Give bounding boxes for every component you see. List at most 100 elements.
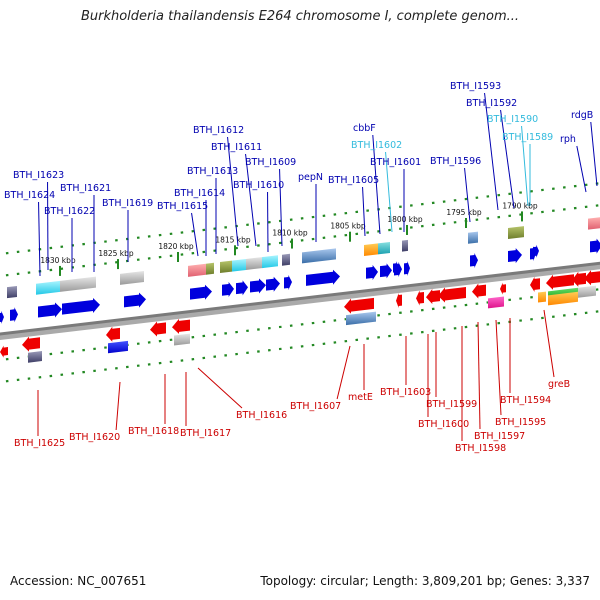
- forward-gene[interactable]: [508, 248, 522, 264]
- forward-gene[interactable]: [10, 307, 18, 323]
- feature-block[interactable]: [468, 231, 478, 244]
- gene-label[interactable]: BTH_I1603: [380, 387, 431, 398]
- forward-gene[interactable]: [380, 263, 392, 279]
- gene-label[interactable]: metE: [348, 392, 373, 403]
- forward-gene[interactable]: [0, 310, 4, 324]
- forward-gene[interactable]: [404, 260, 410, 276]
- feature-block[interactable]: [548, 291, 578, 306]
- forward-gene[interactable]: [266, 276, 280, 292]
- feature-block[interactable]: [108, 340, 128, 354]
- gene-label[interactable]: BTH_I1619: [102, 198, 153, 209]
- gene-label[interactable]: BTH_I1599: [426, 399, 477, 410]
- gene-label[interactable]: cbbF: [353, 123, 376, 134]
- gene-label[interactable]: BTH_I1609: [245, 157, 296, 168]
- gene-label[interactable]: BTH_I1602: [351, 140, 402, 151]
- gene-label[interactable]: greB: [548, 379, 570, 390]
- forward-gene[interactable]: [393, 261, 399, 275]
- feature-block[interactable]: [246, 256, 264, 270]
- gene-label[interactable]: BTH_I1621: [60, 183, 111, 194]
- reverse-gene[interactable]: [472, 283, 486, 299]
- feature-block[interactable]: [346, 311, 376, 326]
- gene-label[interactable]: BTH_I1607: [290, 401, 341, 412]
- feature-block[interactable]: [488, 296, 504, 309]
- feature-block[interactable]: [508, 226, 524, 240]
- reverse-gene[interactable]: [438, 287, 466, 303]
- gene-label[interactable]: BTH_I1596: [430, 156, 481, 167]
- gene-label[interactable]: BTH_I1593: [450, 81, 501, 92]
- reverse-gene[interactable]: [416, 290, 424, 306]
- feature-block[interactable]: [282, 253, 290, 266]
- feature-block[interactable]: [402, 239, 408, 252]
- gene-label[interactable]: BTH_I1601: [370, 157, 421, 168]
- forward-gene[interactable]: [38, 302, 62, 318]
- gene-label[interactable]: BTH_I1622: [44, 206, 95, 217]
- feature-block[interactable]: [378, 241, 390, 255]
- gene-label[interactable]: BTH_I1594: [500, 395, 551, 406]
- feature-block[interactable]: [206, 262, 214, 275]
- reverse-gene[interactable]: [106, 326, 120, 342]
- reverse-gene[interactable]: [572, 271, 586, 287]
- gene-label[interactable]: rdgB: [571, 110, 593, 121]
- feature-block[interactable]: [188, 263, 206, 277]
- reverse-gene[interactable]: [396, 292, 402, 308]
- reverse-gene[interactable]: [584, 270, 600, 286]
- gene-label[interactable]: BTH_I1623: [13, 170, 64, 181]
- forward-gene[interactable]: [222, 282, 234, 298]
- reverse-gene[interactable]: [500, 282, 506, 295]
- reverse-gene[interactable]: [344, 297, 374, 314]
- forward-gene[interactable]: [250, 278, 266, 294]
- feature-block[interactable]: [28, 351, 42, 363]
- reverse-gene[interactable]: [546, 274, 574, 290]
- gene-label[interactable]: BTH_I1612: [193, 125, 244, 136]
- feature-block[interactable]: [578, 285, 596, 298]
- forward-gene[interactable]: [306, 269, 340, 286]
- feature-block[interactable]: [538, 291, 546, 303]
- forward-gene[interactable]: [62, 298, 100, 315]
- feature-block[interactable]: [588, 217, 600, 230]
- reverse-gene[interactable]: [22, 336, 40, 352]
- gene-label[interactable]: BTH_I1590: [487, 114, 538, 125]
- gene-label[interactable]: BTH_I1617: [180, 428, 231, 439]
- gene-label[interactable]: BTH_I1597: [474, 431, 525, 442]
- forward-gene[interactable]: [533, 244, 539, 258]
- reverse-gene[interactable]: [426, 288, 440, 304]
- forward-gene[interactable]: [470, 253, 478, 269]
- forward-gene[interactable]: [236, 280, 248, 296]
- gene-label[interactable]: BTH_I1600: [418, 419, 469, 430]
- gene-label[interactable]: pepN: [298, 172, 323, 183]
- gene-label[interactable]: BTH_I1589: [502, 132, 553, 143]
- gene-label[interactable]: BTH_I1616: [236, 410, 287, 421]
- reverse-gene[interactable]: [172, 318, 190, 334]
- gene-label[interactable]: BTH_I1624: [4, 190, 55, 201]
- gene-label[interactable]: rph: [560, 134, 576, 145]
- gene-label[interactable]: BTH_I1595: [495, 417, 546, 428]
- gene-label[interactable]: BTH_I1620: [69, 432, 120, 443]
- gene-label[interactable]: BTH_I1618: [128, 426, 179, 437]
- reverse-gene[interactable]: [0, 345, 8, 358]
- feature-block[interactable]: [7, 285, 17, 299]
- gene-label[interactable]: BTH_I1625: [14, 438, 65, 449]
- feature-block[interactable]: [36, 280, 60, 295]
- reverse-gene[interactable]: [530, 276, 540, 292]
- forward-gene[interactable]: [284, 274, 292, 290]
- feature-block[interactable]: [364, 243, 378, 257]
- forward-gene[interactable]: [366, 265, 378, 281]
- feature-block[interactable]: [220, 260, 232, 274]
- feature-block[interactable]: [120, 271, 144, 285]
- gene-label[interactable]: BTH_I1605: [328, 175, 379, 186]
- reverse-gene[interactable]: [150, 321, 166, 337]
- feature-block[interactable]: [232, 258, 246, 272]
- gene-label[interactable]: BTH_I1615: [157, 201, 208, 212]
- forward-gene[interactable]: [590, 238, 600, 254]
- feature-block[interactable]: [60, 276, 96, 292]
- feature-block[interactable]: [302, 248, 336, 264]
- gene-label[interactable]: BTH_I1614: [174, 188, 225, 199]
- feature-block[interactable]: [174, 333, 190, 346]
- gene-label[interactable]: BTH_I1610: [233, 180, 284, 191]
- gene-label[interactable]: BTH_I1613: [187, 166, 238, 177]
- gene-label[interactable]: BTH_I1598: [455, 443, 506, 454]
- forward-gene[interactable]: [190, 284, 212, 300]
- forward-gene[interactable]: [124, 292, 146, 308]
- gene-label[interactable]: BTH_I1611: [211, 142, 262, 153]
